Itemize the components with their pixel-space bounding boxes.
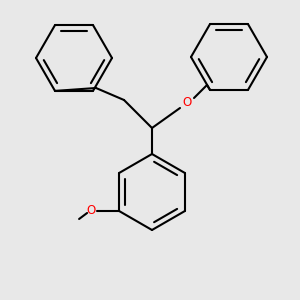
Text: O: O bbox=[86, 203, 96, 217]
Text: O: O bbox=[182, 97, 192, 110]
